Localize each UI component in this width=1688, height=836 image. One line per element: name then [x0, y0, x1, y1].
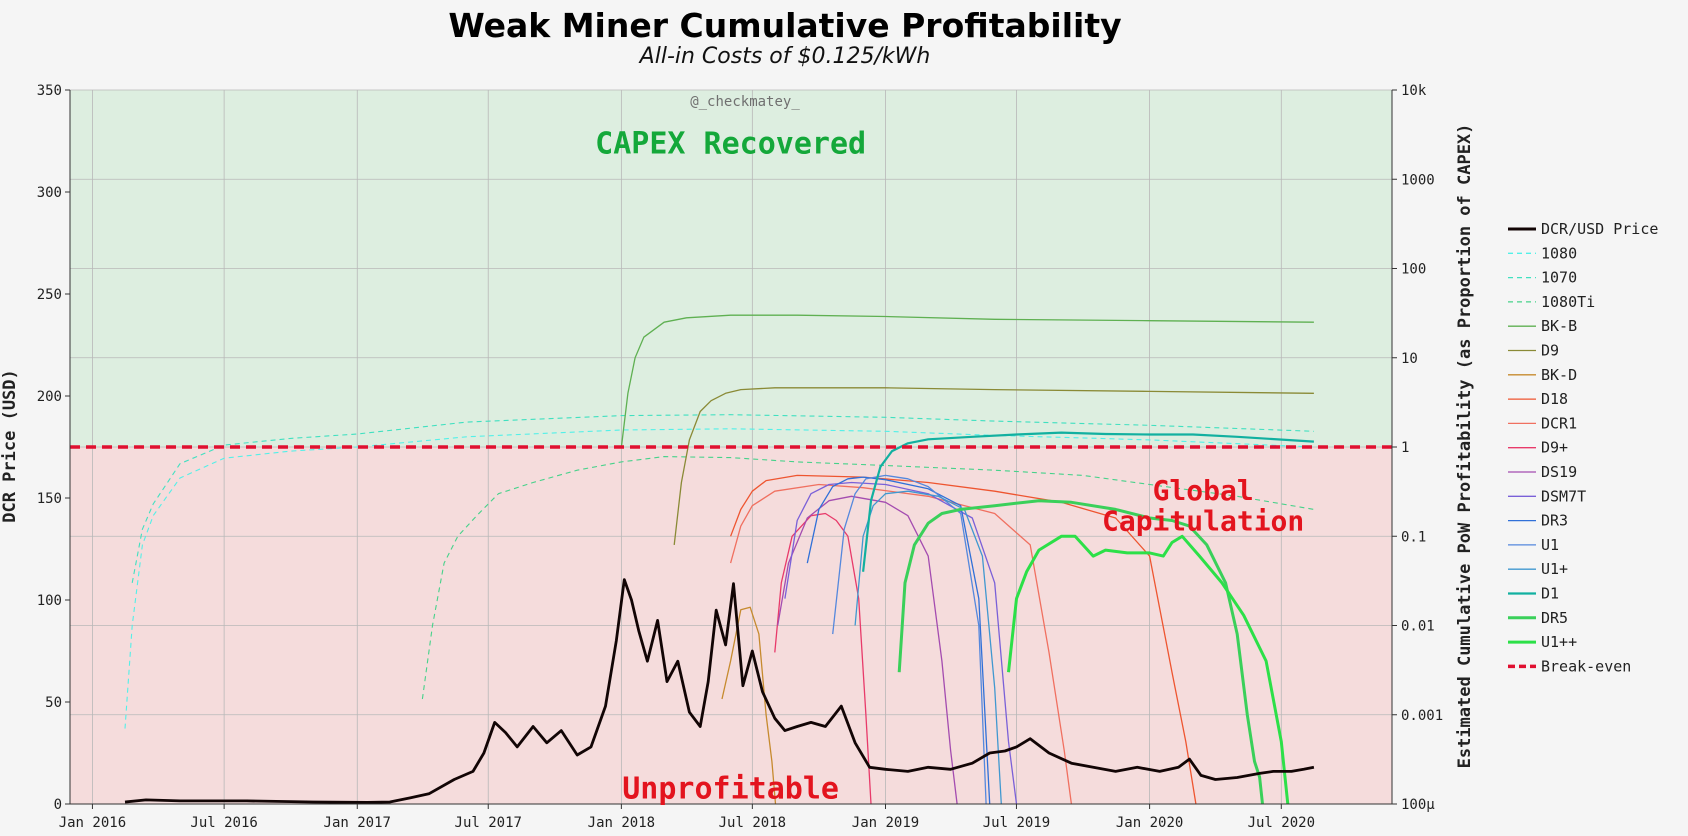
y-tick-label: 200 [37, 389, 62, 405]
y-tick-label: 350 [37, 83, 62, 99]
legend-label: D9 [1541, 342, 1559, 360]
y2-tick-label: 100μ [1401, 797, 1435, 813]
y2-tick-label: 0.01 [1401, 619, 1435, 635]
x-tick-label: Jan 2019 [852, 815, 919, 831]
legend-label: U1+ [1541, 560, 1568, 578]
series-D1 [862, 431, 1314, 572]
y-tick-label: 100 [37, 593, 62, 609]
y2-tick-label: 0.1 [1401, 529, 1426, 545]
x-tick-label: Jan 2016 [59, 815, 126, 831]
axes: Jan 2016 Jul 2016 Jan 2017 Jul 2017 Jan 2018… [37, 83, 1443, 831]
series-DS19 [777, 495, 958, 805]
x-tick-label: Jan 2018 [588, 815, 655, 831]
watermark: @_checkmatey_ [690, 94, 800, 110]
legend-label: 1070 [1541, 269, 1577, 287]
y-axis-label: DCR Price (USD) [0, 369, 20, 523]
series-DR3 [806, 476, 991, 805]
y-tick-label: 0 [54, 797, 62, 813]
legend-label: BK-B [1541, 317, 1577, 335]
series-price [124, 578, 1315, 804]
annotation-label: Global [1153, 474, 1254, 507]
y2-tick-label: 100 [1401, 262, 1426, 278]
y2-tick-label: 0.001 [1401, 708, 1443, 724]
series-U1++ [1007, 534, 1290, 805]
chart-subtitle: All-in Costs of $0.125/kWh [639, 44, 931, 69]
x-tick-label: Jul 2019 [983, 815, 1050, 831]
legend-label: DS19 [1541, 463, 1577, 481]
series-1080 [124, 428, 1314, 729]
chart-title: Weak Miner Cumulative Profitability [448, 6, 1122, 45]
legend: DCR/USD Price 1080 1070 1080Ti BK-B D9 BK-D D18… [1508, 220, 1658, 675]
legend-label: DSM7T [1541, 487, 1586, 505]
series-DSM7T [784, 481, 1018, 805]
legend-label: BK-D [1541, 366, 1577, 384]
y2-tick-label: 1 [1401, 440, 1409, 456]
y-tick-label: 250 [37, 287, 62, 303]
series-DR5 [897, 499, 1264, 805]
region-label: Unprofitable [622, 771, 839, 806]
series-D9 [673, 387, 1314, 545]
series-BK-B [620, 314, 1314, 448]
legend-label: U1 [1541, 536, 1559, 554]
legend-label: DR3 [1541, 512, 1568, 530]
series-1080Ti [421, 456, 1314, 700]
legend-label: DR5 [1541, 609, 1568, 627]
series-D9+ [774, 512, 872, 805]
x-tick-label: Jan 2020 [1116, 815, 1183, 831]
x-tick-label: Jul 2020 [1248, 815, 1315, 831]
annotation-label: Capitulation [1102, 505, 1304, 538]
y2-tick-label: 10k [1401, 83, 1427, 99]
legend-label: DCR/USD Price [1541, 220, 1658, 238]
region-labels: CAPEX Recovered Unprofitable GlobalCapitul… [595, 127, 1304, 807]
x-tick-label: Jan 2017 [324, 815, 391, 831]
legend-label: 1080 [1541, 244, 1577, 262]
region-label: CAPEX Recovered [595, 127, 866, 162]
x-tick-label: Jul 2017 [455, 815, 522, 831]
y2-tick-label: 1000 [1401, 172, 1435, 188]
legend-label: 1080Ti [1541, 293, 1595, 311]
legend-label: D9+ [1541, 439, 1568, 457]
y2-tick-label: 10 [1401, 351, 1418, 367]
series-U1 [832, 474, 987, 805]
legend-label: DCR1 [1541, 414, 1577, 432]
y-tick-label: 50 [45, 695, 62, 711]
series-BK-D [721, 606, 777, 805]
legend-label: U1++ [1541, 633, 1577, 651]
y-tick-label: 300 [37, 185, 62, 201]
legend-label: D1 [1541, 585, 1559, 603]
y-tick-label: 150 [37, 491, 62, 507]
legend-label: Break-even [1541, 657, 1631, 675]
series-D18 [729, 474, 1197, 805]
y2-axis-label: Estimated Cumulative PoW Profitability (… [1455, 124, 1475, 769]
plot-series [124, 314, 1314, 805]
x-tick-label: Jul 2018 [719, 815, 786, 831]
series-1070 [131, 414, 1314, 584]
price-series [124, 578, 1315, 804]
x-tick-label: Jul 2016 [190, 815, 257, 831]
legend-label: D18 [1541, 390, 1568, 408]
